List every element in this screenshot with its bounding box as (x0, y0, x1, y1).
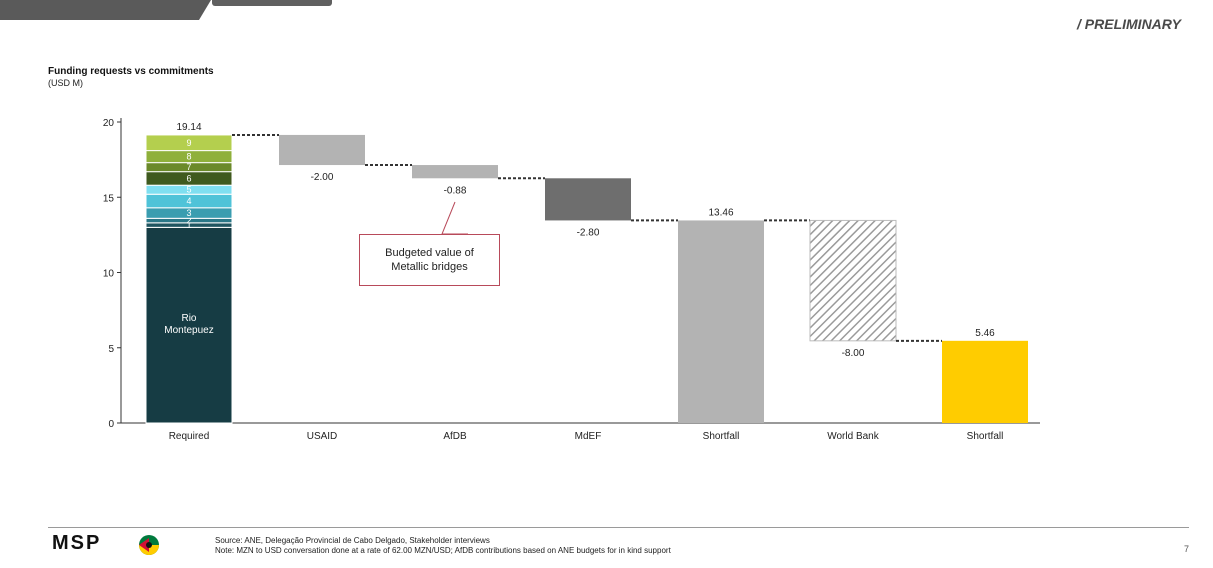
required-segment (145, 226, 233, 424)
chart-title: Funding requests vs commitments (48, 66, 214, 77)
footnote: Source: ANE, Delegação Provincial de Cab… (215, 536, 671, 556)
footer-divider (48, 527, 1189, 528)
data-label: 5.46 (975, 328, 995, 339)
segment-label: Rio (181, 313, 196, 324)
source-text: Source: ANE, Delegação Provincial de Cab… (215, 536, 490, 545)
data-label: -2.80 (577, 227, 600, 238)
preliminary-tag: / PRELIMINARY (1077, 16, 1181, 32)
segment-label: 1 (186, 220, 191, 230)
segment-label: Montepuez (164, 325, 213, 336)
data-label: 19.14 (176, 122, 201, 133)
y-tick-label: 15 (103, 193, 115, 204)
data-label: -0.88 (444, 185, 467, 196)
segment-label: 8 (186, 152, 191, 162)
chart-unit: (USD M) (48, 78, 83, 88)
delta-bar (809, 219, 897, 342)
y-tick-label: 20 (103, 118, 115, 129)
callout-box: Budgeted value of Metallic bridges (359, 234, 500, 286)
segment-label: 4 (186, 196, 191, 206)
required-segment (145, 134, 233, 152)
delta-bar (545, 178, 631, 221)
msp-logo: MSP (52, 532, 102, 554)
segment-label: 6 (186, 173, 191, 183)
x-category-label: USAID (307, 431, 338, 442)
header-bar (0, 0, 211, 20)
data-label: 13.46 (708, 207, 733, 218)
page-number: 7 (1183, 544, 1189, 554)
data-label: -2.00 (311, 172, 334, 183)
y-tick-label: 5 (108, 344, 114, 355)
data-label: -8.00 (842, 348, 865, 359)
x-category-label: AfDB (443, 431, 467, 442)
x-category-label: Shortfall (967, 431, 1004, 442)
callout-line-1: Budgeted value of (385, 247, 474, 259)
delta-bar (412, 165, 498, 179)
segment-label: 2 (186, 216, 191, 226)
segment-label: 9 (186, 138, 191, 148)
x-category-label: World Bank (827, 431, 880, 442)
total-bar (942, 340, 1028, 423)
y-tick-label: 10 (103, 269, 115, 280)
x-category-label: Required (169, 431, 210, 442)
callout-pointer (441, 201, 468, 235)
segment-label: 7 (186, 162, 191, 172)
x-category-label: MdEF (575, 431, 602, 442)
note-text: Note: MZN to USD conversation done at a … (215, 546, 671, 555)
segment-label: 5 (186, 185, 191, 195)
x-category-label: Shortfall (703, 431, 740, 442)
slide-title-cropped (212, 0, 332, 6)
flag-logo-icon (139, 535, 159, 555)
y-tick-label: 0 (108, 419, 114, 430)
total-bar (678, 220, 764, 423)
callout-line-2: Metallic bridges (391, 261, 468, 273)
delta-bar (279, 134, 365, 166)
segment-label: 3 (186, 208, 191, 218)
